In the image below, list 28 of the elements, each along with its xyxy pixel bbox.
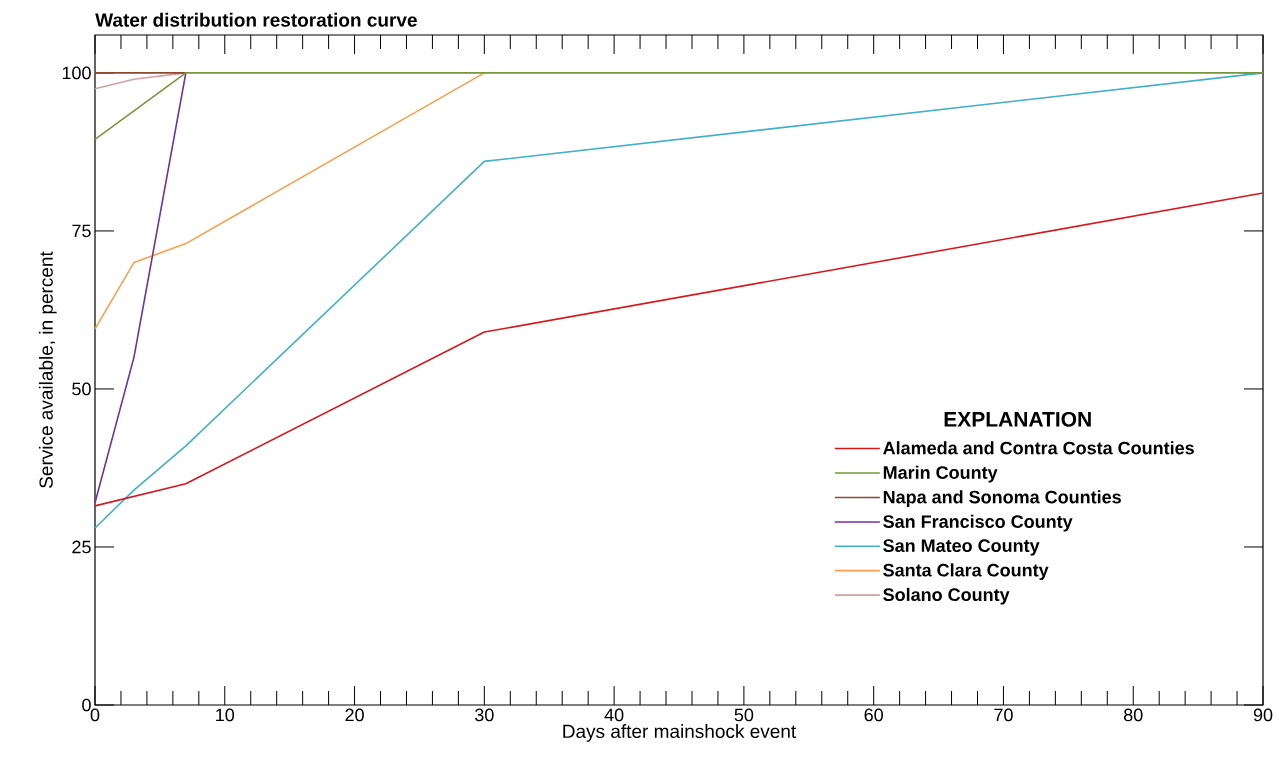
x-tick-label: 90 (1253, 708, 1273, 722)
legend-label: San Francisco County (883, 514, 1073, 532)
x-tick-label: 40 (604, 708, 624, 722)
x-tick-label: 30 (475, 708, 494, 722)
x-axis-title: Days after mainshock event (563, 724, 797, 742)
y-tick-label: 100 (62, 66, 91, 80)
legend-label: Marin County (883, 465, 998, 483)
legend-label: Napa and Sonoma Counties (883, 490, 1121, 508)
x-tick-label: 70 (994, 708, 1013, 722)
y-tick-label: 75 (72, 224, 91, 238)
y-axis-title: Service available, in percent (38, 251, 57, 488)
chart-title: Water distribution restoration curve (95, 12, 417, 27)
x-tick-label: 0 (90, 708, 100, 722)
legend-title: EXPLANATION (944, 411, 1091, 427)
line-series (94, 72, 486, 330)
x-tick-label: 60 (864, 708, 883, 722)
legend-label: San Mateo County (883, 539, 1040, 556)
legend-label: Alameda and Contra Costa Counties (883, 441, 1194, 455)
y-tick-label: 25 (72, 540, 91, 554)
line-series (94, 192, 1264, 507)
y-tick-label: 0 (82, 698, 91, 712)
x-tick-label: 20 (345, 708, 364, 722)
x-tick-label: 10 (216, 708, 235, 722)
x-tick-label: 50 (734, 708, 754, 722)
legend-label: Santa Clara County (883, 563, 1049, 581)
x-tick-label: 80 (1124, 708, 1143, 722)
y-tick-label: 50 (72, 382, 91, 396)
legend-label: Solano County (883, 587, 1010, 605)
